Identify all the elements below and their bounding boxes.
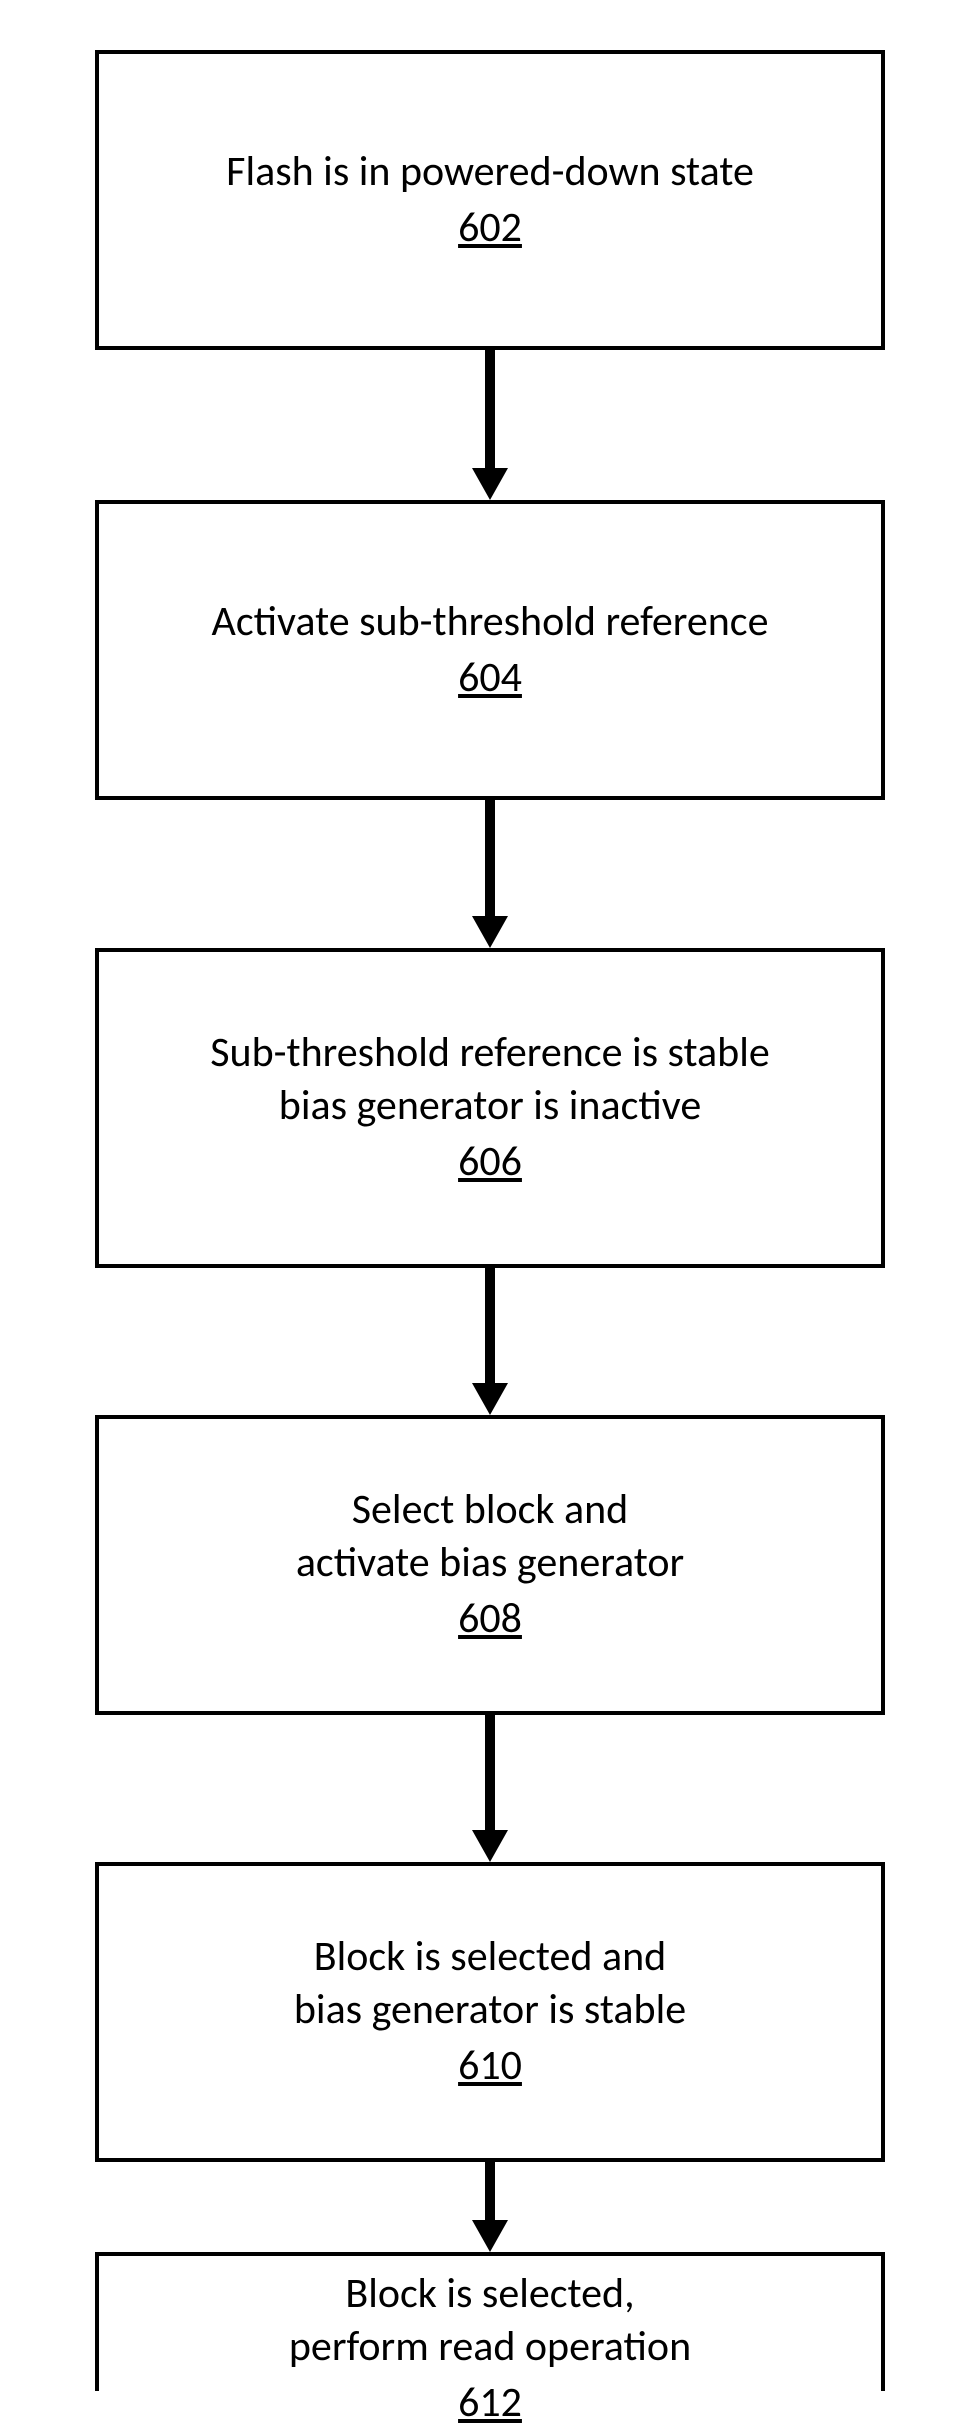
flow-node-text: bias generator is inactive [279,1080,701,1133]
flow-arrow [472,800,508,948]
flow-node-612: Block is selected,perform read operation… [95,2252,885,2391]
flow-node-ref: 612 [458,2377,522,2430]
flow-node-606: Sub-threshold reference is stablebias ge… [95,948,885,1268]
flow-node-ref: 608 [458,1593,522,1646]
arrow-head-icon [472,916,508,948]
flow-node-610: Block is selected andbias generator is s… [95,1862,885,2162]
flow-node-602: Flash is in powered-down state602 [95,50,885,350]
arrow-head-icon [472,2220,508,2252]
flow-node-text: perform read operation [289,2321,691,2374]
flow-node-text: Block is selected, [345,2268,634,2321]
arrow-shaft [485,2162,495,2220]
flow-arrow [472,350,508,500]
flow-arrow [472,1268,508,1415]
flow-node-608: Select block andactivate bias generator6… [95,1415,885,1715]
flow-node-text: bias generator is stable [294,1984,686,2037]
flow-node-604: Activate sub-threshold reference604 [95,500,885,800]
flow-node-text: activate bias generator [296,1537,684,1590]
arrow-head-icon [472,468,508,500]
flow-arrow [472,1715,508,1862]
arrow-shaft [485,800,495,916]
arrow-shaft [485,1268,495,1383]
flow-node-ref: 602 [458,202,522,255]
flow-node-text: Sub-threshold reference is stable [210,1027,770,1080]
flow-node-text: Block is selected and [314,1931,667,1984]
flowchart-canvas: Flash is in powered-down state602 Activat… [0,0,979,2391]
flow-node-text: Select block and [352,1484,629,1537]
flow-node-ref: 606 [458,1136,522,1189]
arrow-shaft [485,1715,495,1830]
arrow-head-icon [472,1830,508,1862]
flow-node-ref: 610 [458,2040,522,2093]
arrow-shaft [485,350,495,468]
flow-node-text: Flash is in powered-down state [226,146,754,199]
arrow-head-icon [472,1383,508,1415]
flow-node-text: Activate sub-threshold reference [212,596,769,649]
flow-node-ref: 604 [458,652,522,705]
flow-arrow [472,2162,508,2252]
